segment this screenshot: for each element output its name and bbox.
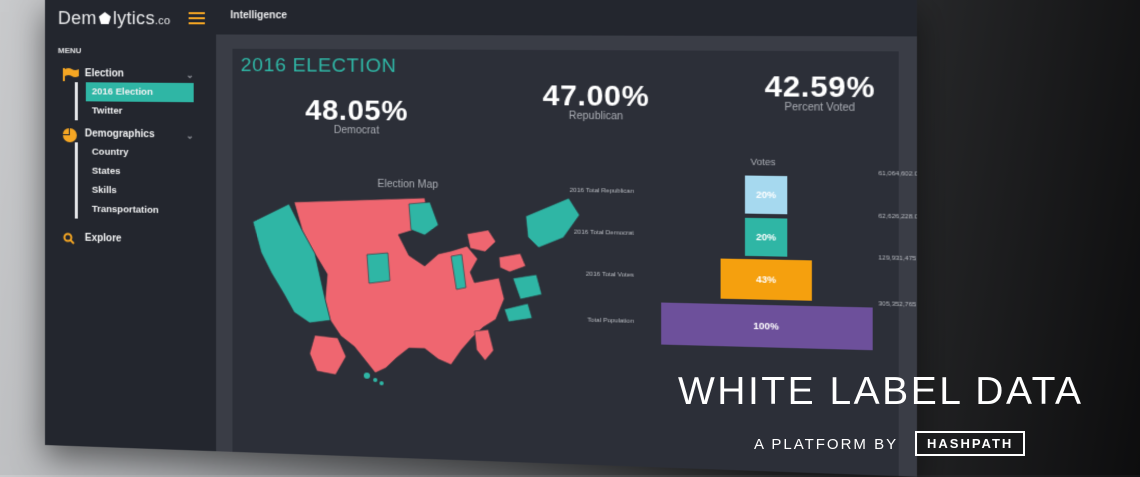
sidebar-item-country[interactable]: Country bbox=[86, 142, 194, 162]
funnel-bar[interactable]: 20% bbox=[745, 218, 787, 257]
funnel-bar-percent: 43% bbox=[756, 274, 776, 285]
breadcrumb: Intelligence bbox=[230, 10, 287, 21]
funnel-value-label: 62,626,228.00 bbox=[878, 214, 917, 221]
votes-chart-title: Votes bbox=[751, 157, 776, 168]
funnel-bar[interactable]: 43% bbox=[721, 259, 812, 301]
chevron-down-icon[interactable]: ⌄ bbox=[186, 67, 194, 83]
banner-subtitle: A PLATFORM BY bbox=[754, 436, 898, 453]
funnel-bar-percent: 100% bbox=[753, 321, 779, 332]
funnel-category-label: 2016 Total Republican bbox=[504, 187, 634, 195]
stat-republican: 47.00% Republican bbox=[531, 79, 661, 123]
menu-label: MENU bbox=[58, 46, 81, 55]
demographics-submenu: Country States Skills Transportation bbox=[75, 142, 194, 220]
sidebar-item-explore[interactable]: Explore bbox=[63, 230, 194, 249]
funnel-bar[interactable]: 100% bbox=[661, 303, 873, 351]
funnel-value-label: 61,064,602.00 bbox=[878, 171, 917, 178]
nav-group-explore: Explore bbox=[63, 230, 194, 249]
sidebar-item-states[interactable]: States bbox=[86, 162, 194, 183]
map-title: Election Map bbox=[377, 179, 438, 191]
sidebar-item-demographics[interactable]: Demographics ⌄ bbox=[63, 126, 194, 144]
sidebar-item-election[interactable]: Election ⌄ bbox=[63, 66, 194, 83]
page-title: 2016 ELECTION bbox=[241, 55, 397, 78]
hamburger-menu-icon[interactable] bbox=[189, 9, 205, 27]
votes-funnel-chart bbox=[232, 49, 898, 52]
election-map[interactable] bbox=[253, 191, 580, 394]
pentagon-logo-icon bbox=[98, 9, 112, 30]
funnel-bar-percent: 20% bbox=[756, 232, 776, 243]
sidebar-item-skills[interactable]: Skills bbox=[86, 181, 194, 202]
stat-percent-voted-value: 42.59% bbox=[753, 70, 888, 105]
stat-republican-value: 47.00% bbox=[531, 79, 661, 113]
election-submenu: 2016 Election Twitter bbox=[75, 82, 194, 121]
hashpath-brand-badge: HASHPATH bbox=[915, 431, 1025, 456]
funnel-bar-percent: 20% bbox=[756, 189, 776, 200]
funnel-value-label: 129,931,475 bbox=[878, 255, 916, 262]
sidebar: MENU Election ⌄ 2016 Election Twitter De… bbox=[45, 34, 216, 460]
republican-states[interactable] bbox=[294, 196, 526, 380]
sidebar-item-twitter[interactable]: Twitter bbox=[86, 101, 194, 121]
stat-democrat: 48.05% Democrat bbox=[294, 94, 419, 137]
stat-democrat-value: 48.05% bbox=[294, 94, 419, 128]
nav-group-election: Election ⌄ 2016 Election Twitter bbox=[63, 66, 194, 121]
sidebar-item-2016-election[interactable]: 2016 Election bbox=[86, 82, 194, 102]
flag-icon bbox=[63, 68, 79, 87]
chevron-down-icon[interactable]: ⌄ bbox=[186, 127, 194, 143]
stat-percent-voted: 42.59% Percent Voted bbox=[753, 70, 888, 115]
funnel-value-label: 305,352,765 bbox=[878, 301, 916, 308]
search-icon bbox=[63, 232, 75, 250]
app-logo[interactable]: Dem lytics.co bbox=[58, 8, 171, 30]
nav-group-demographics: Demographics ⌄ Country States Skills Tra… bbox=[63, 126, 194, 220]
funnel-bar[interactable]: 20% bbox=[745, 176, 787, 215]
sidebar-item-transportation[interactable]: Transportation bbox=[86, 200, 194, 221]
pie-chart-icon bbox=[63, 128, 77, 148]
top-bar: Dem lytics.co Intelligence bbox=[45, 0, 917, 36]
banner-title: WHITE LABEL DATA bbox=[678, 370, 1084, 414]
